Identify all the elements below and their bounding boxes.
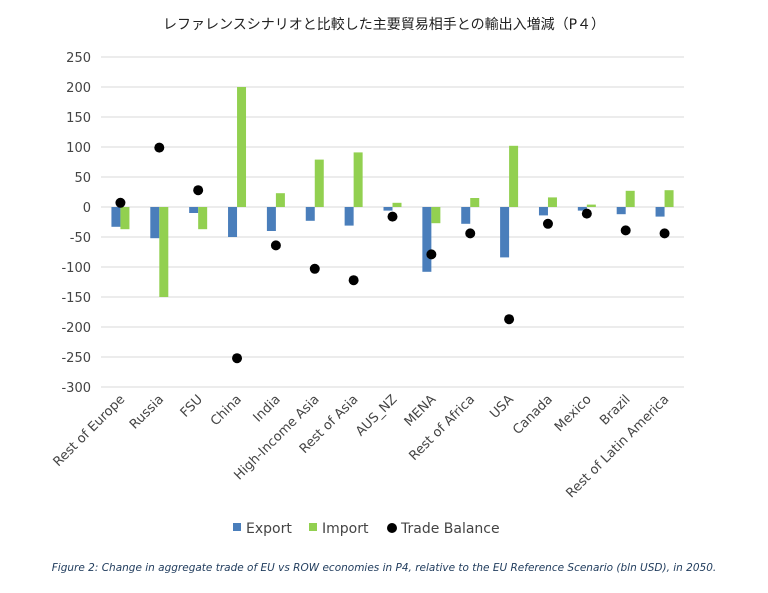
point-trade-balance xyxy=(232,353,243,364)
y-tick-label: -300 xyxy=(61,381,91,396)
bar-import xyxy=(547,197,557,207)
y-tick-label: 250 xyxy=(66,51,91,66)
bar-export xyxy=(150,207,160,239)
y-tick-label: 50 xyxy=(74,171,91,186)
bar-import xyxy=(509,145,519,207)
points xyxy=(115,142,670,364)
bars xyxy=(111,87,674,297)
bar-import xyxy=(664,190,674,207)
bar-import xyxy=(314,159,324,207)
bar-import xyxy=(120,207,130,230)
y-tick-label: -50 xyxy=(70,231,91,246)
bar-export xyxy=(228,207,238,237)
bar-export xyxy=(111,207,121,227)
legend-swatch-export xyxy=(233,523,241,531)
x-tick-label: India xyxy=(251,392,284,425)
bar-export xyxy=(538,207,548,216)
point-trade-balance xyxy=(270,240,281,251)
legend-label-trade-balance: Trade Balance xyxy=(400,521,500,537)
y-tick-label: -250 xyxy=(61,351,91,366)
gridlines xyxy=(101,56,684,388)
point-trade-balance xyxy=(465,228,476,239)
y-tick-label: 150 xyxy=(66,111,91,126)
y-tick-label: -150 xyxy=(61,291,91,306)
point-trade-balance xyxy=(193,185,204,196)
bar-import xyxy=(198,207,208,230)
y-tick-label: -100 xyxy=(61,261,91,276)
point-trade-balance xyxy=(581,208,592,219)
point-trade-balance xyxy=(659,228,670,239)
bar-import xyxy=(159,207,169,297)
legend-label-import: Import xyxy=(322,521,369,537)
bar-import xyxy=(275,193,285,207)
point-trade-balance xyxy=(542,218,553,229)
bar-export xyxy=(344,207,354,226)
bar-import xyxy=(470,198,480,207)
legend-label-export: Export xyxy=(246,521,292,537)
x-tick-label: MENA xyxy=(402,392,440,430)
point-trade-balance xyxy=(154,142,165,153)
x-tick-label: Rest of Europe xyxy=(51,392,129,470)
bar-export xyxy=(616,207,626,215)
x-tick-label: FSU xyxy=(178,392,206,420)
bar-export xyxy=(305,207,315,221)
figure-caption: Figure 2: Change in aggregate trade of E… xyxy=(51,562,717,574)
bar-export xyxy=(266,207,276,231)
bar-export xyxy=(655,207,665,217)
point-trade-balance xyxy=(387,211,398,222)
bar-import xyxy=(431,207,441,224)
bar-import xyxy=(353,152,363,207)
point-trade-balance xyxy=(115,197,126,208)
bar-export xyxy=(422,207,432,272)
y-axis-ticks: 250 200 150 100 50 0 -50 -100 -150 -200 -250 -300 xyxy=(61,51,91,396)
x-tick-label: Brazil xyxy=(597,392,633,428)
point-trade-balance xyxy=(348,275,359,286)
point-trade-balance xyxy=(620,225,631,236)
legend-swatch-trade-balance xyxy=(387,523,397,533)
y-tick-label: 0 xyxy=(83,201,91,216)
point-trade-balance xyxy=(504,314,515,325)
x-tick-label: USA xyxy=(487,392,517,422)
point-trade-balance xyxy=(309,263,320,274)
legend: Export Import Trade Balance xyxy=(233,521,500,537)
y-tick-label: 100 xyxy=(66,141,91,156)
x-tick-label: Canada xyxy=(510,392,556,438)
x-tick-label: China xyxy=(208,392,245,429)
chart-title: レファレンスシナリオと比較した主要貿易相手との輸出入増減（P４） xyxy=(162,17,606,33)
bar-export xyxy=(577,207,587,211)
bar-export xyxy=(189,207,199,213)
legend-swatch-import xyxy=(309,523,317,531)
y-tick-label: -200 xyxy=(61,321,91,336)
y-tick-label: 200 xyxy=(66,81,91,96)
point-trade-balance xyxy=(426,249,437,260)
x-tick-label: Russia xyxy=(127,392,167,432)
bar-import xyxy=(237,87,247,207)
bar-import xyxy=(392,202,402,207)
bar-export xyxy=(383,207,393,211)
bar-import xyxy=(625,190,635,207)
bar-import xyxy=(586,204,596,207)
bar-export xyxy=(500,207,510,258)
bar-export xyxy=(461,207,471,224)
x-tick-label: Mexico xyxy=(552,392,595,435)
x-tick-label: AUS_NZ xyxy=(353,392,400,439)
